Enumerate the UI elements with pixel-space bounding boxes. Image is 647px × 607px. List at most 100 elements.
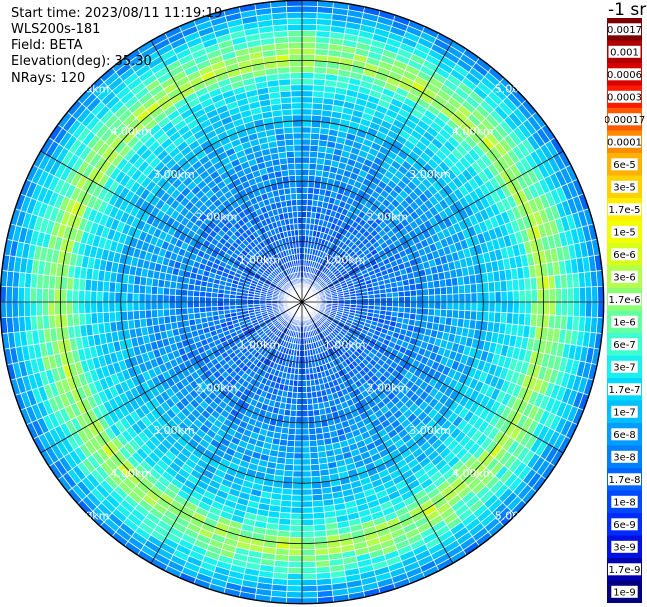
ppi-cell: [301, 355, 306, 363]
ppi-cell: [96, 290, 104, 303]
ppi-cell: [301, 60, 315, 68]
ppi-cell: [288, 174, 297, 183]
ppi-cell: [150, 309, 159, 319]
ppi-cell: [288, 542, 303, 550]
ppi-cell: [294, 440, 303, 448]
ppi-cell: [307, 409, 315, 417]
ppi-cell: [301, 579, 318, 587]
ppi-cell: [297, 223, 303, 230]
ppi-cell: [144, 285, 153, 295]
ppi-cell: [476, 301, 484, 312]
ppi-cell: [288, 41, 303, 50]
ppi-cell: [47, 288, 56, 303]
ppi-cell: [301, 78, 315, 86]
ppi-cell: [287, 35, 303, 43]
ppi-cell: [301, 458, 311, 466]
ppi-cell: [301, 23, 317, 31]
ppi-cell: [180, 301, 188, 309]
ppi-cell: [386, 301, 393, 308]
ppi-cell: [312, 403, 320, 411]
ppi-cell: [11, 286, 19, 303]
ppi-cell: [434, 301, 442, 310]
ppi-cell: [287, 162, 296, 171]
ppi-cell: [294, 229, 299, 237]
ppi-cell: [294, 162, 303, 170]
ppi-cell: [293, 138, 303, 146]
ppi-cell: [29, 301, 37, 317]
ppi-cell: [306, 391, 313, 399]
ppi-cell: [291, 205, 298, 213]
ppi-cell: [290, 512, 303, 520]
ppi-cell: [292, 476, 303, 484]
ppi-cell: [301, 217, 307, 224]
ppi-cell: [289, 60, 303, 68]
ppi-cell: [294, 156, 303, 164]
ppi-cell: [293, 446, 303, 454]
ppi-cell: [287, 168, 296, 177]
ppi-cell: [293, 144, 303, 152]
ppi-cell: [17, 301, 25, 318]
ppi-cell: [392, 301, 399, 308]
ppi-cell: [289, 524, 303, 532]
ppi-cell: [307, 181, 315, 189]
ppi-cell: [168, 308, 177, 317]
ppi-cell: [292, 464, 303, 472]
ppi-cell: [84, 301, 92, 314]
ppi-cell: [181, 307, 189, 315]
ppi-cell: [308, 427, 317, 436]
ppi-cell: [199, 306, 207, 314]
ppi-cell: [211, 301, 218, 308]
ppi-cell: [29, 287, 37, 303]
ppi-cell: [132, 310, 141, 321]
ppi-cell: [187, 289, 195, 297]
ppi-cell: [301, 380, 307, 387]
ppi-cell: [198, 296, 206, 303]
ppi-cell: [296, 392, 303, 399]
ppi-cell: [307, 415, 315, 423]
ppi-cell: [301, 434, 310, 442]
ppi-cell: [301, 72, 315, 80]
ppi-cell: [35, 287, 43, 303]
ppi-cell: [286, 156, 296, 165]
ppi-cell: [301, 573, 317, 581]
ppi-cell: [380, 301, 387, 307]
ppi-cell: [132, 292, 140, 303]
ppi-cell: [288, 47, 303, 56]
ppi-cell: [464, 301, 472, 312]
ppi-cell: [96, 301, 104, 314]
ppi-cell: [415, 307, 423, 315]
ppi-cell: [294, 168, 303, 176]
ppi-cell: [292, 126, 303, 134]
ppi-cell: [168, 294, 176, 303]
ppi-cell: [301, 192, 309, 200]
ppi-cell: [192, 295, 200, 303]
ppi-cell: [289, 409, 297, 417]
ppi-cell: [290, 96, 303, 104]
ppi-cell: [289, 66, 303, 74]
ppi-cell: [288, 54, 303, 62]
ppi-cell: [309, 150, 319, 159]
ppi-cell: [307, 187, 315, 195]
ppi-cell: [301, 548, 316, 557]
ppi-cell: [186, 295, 194, 303]
ppi-cell: [287, 433, 296, 442]
ppi-cell: [288, 421, 297, 430]
ppi-cell: [217, 301, 224, 307]
ppi-cell: [132, 301, 140, 312]
ppi-cell: [60, 289, 68, 303]
ppi-cell: [292, 217, 299, 225]
ppi-cell: [301, 530, 315, 538]
ppi-cell: [457, 309, 466, 320]
ppi-cell: [301, 392, 308, 399]
ppi-cell: [295, 180, 303, 188]
ppi-cell: [301, 223, 307, 230]
ppi-cell: [445, 309, 454, 319]
ppi-cell: [536, 301, 544, 315]
ppi-cell: [289, 536, 303, 544]
ppi-cell: [301, 488, 313, 496]
ppi-cell: [193, 307, 201, 314]
ppi-cell: [561, 301, 569, 317]
ppi-cell: [90, 290, 98, 303]
ppi-cell: [311, 397, 319, 405]
